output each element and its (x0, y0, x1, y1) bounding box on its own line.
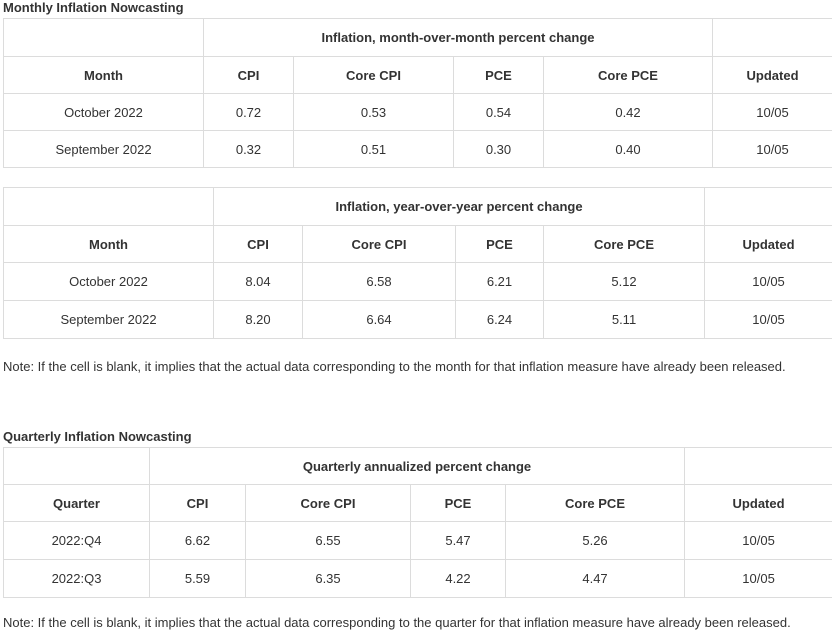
column-header: PCE (453, 56, 544, 94)
column-header: Core CPI (302, 225, 456, 263)
cell: 0.51 (293, 130, 454, 168)
data-row: September 2022 0.32 0.51 0.30 0.40 10/05 (3, 130, 832, 168)
cell: 8.20 (213, 300, 303, 339)
section-title: Quarterly Inflation Nowcasting (3, 429, 192, 444)
cell: 6.35 (245, 559, 411, 598)
data-table: Inflation, year-over-year percent change… (3, 187, 832, 339)
empty-cell (3, 18, 204, 57)
cell: 10/05 (704, 300, 832, 339)
cell: 6.58 (302, 262, 456, 301)
header-row: Month CPI Core CPI PCE Core PCE Updated (3, 56, 832, 94)
column-header: Updated (704, 225, 832, 263)
cell: 6.21 (455, 262, 544, 301)
header-row: Quarter CPI Core CPI PCE Core PCE Updated (3, 484, 832, 522)
cell: 5.47 (410, 521, 506, 560)
group-header: Quarterly annualized percent change (148, 447, 686, 485)
column-header: CPI (213, 225, 303, 263)
cell: 6.64 (302, 300, 456, 339)
cell: 10/05 (704, 262, 832, 301)
column-header: Core CPI (245, 484, 411, 522)
empty-cell (3, 187, 214, 226)
data-row: 2022:Q4 6.62 6.55 5.47 5.26 10/05 (3, 521, 832, 560)
cell: October 2022 (3, 93, 204, 131)
cell: September 2022 (3, 300, 214, 339)
cell: 10/05 (712, 93, 832, 131)
cell: 10/05 (684, 521, 832, 560)
column-header: PCE (455, 225, 544, 263)
note: Note: If the cell is blank, it implies t… (3, 359, 786, 374)
empty-cell (684, 447, 832, 485)
group-header: Inflation, year-over-year percent change (212, 187, 706, 226)
column-header: Core PCE (542, 225, 706, 263)
cell: 0.30 (453, 130, 544, 168)
data-table: Inflation, month-over-month percent chan… (3, 18, 832, 168)
data-row: October 2022 8.04 6.58 6.21 5.12 10/05 (3, 262, 832, 301)
empty-cell (3, 447, 150, 485)
cell: 6.62 (149, 521, 246, 560)
cell: 5.11 (542, 300, 706, 339)
empty-cell (704, 187, 832, 226)
cell: 4.22 (410, 559, 506, 598)
column-header: Month (3, 56, 204, 94)
cell: 10/05 (712, 130, 832, 168)
column-header: Core CPI (293, 56, 454, 94)
cell: 0.53 (293, 93, 454, 131)
header-row: Month CPI Core CPI PCE Core PCE Updated (3, 225, 832, 263)
column-header: Core PCE (504, 484, 686, 522)
cell: 6.24 (455, 300, 544, 339)
group-header-row: Quarterly annualized percent change (3, 447, 832, 485)
section-title: Monthly Inflation Nowcasting (3, 0, 184, 15)
column-header: Core PCE (542, 56, 714, 94)
note: Note: If the cell is blank, it implies t… (3, 615, 791, 630)
cell: 0.32 (203, 130, 294, 168)
cell: 0.42 (542, 93, 714, 131)
cell: 10/05 (684, 559, 832, 598)
cell: 5.12 (542, 262, 706, 301)
data-row: October 2022 0.72 0.53 0.54 0.42 10/05 (3, 93, 832, 131)
data-row: September 2022 8.20 6.64 6.24 5.11 10/05 (3, 300, 832, 339)
column-header: Updated (712, 56, 832, 94)
cell: 5.26 (504, 521, 686, 560)
cell: 6.55 (245, 521, 411, 560)
column-header: PCE (410, 484, 506, 522)
cell: 0.72 (203, 93, 294, 131)
cell: September 2022 (3, 130, 204, 168)
cell: 0.54 (453, 93, 544, 131)
column-header: Quarter (3, 484, 150, 522)
column-header: CPI (203, 56, 294, 94)
cell: 2022:Q4 (3, 521, 150, 560)
cell: 5.59 (149, 559, 246, 598)
data-table: Quarterly annualized percent change Quart… (3, 447, 832, 598)
empty-cell (712, 18, 832, 57)
cell: 8.04 (213, 262, 303, 301)
group-header: Inflation, month-over-month percent chan… (202, 18, 714, 57)
column-header: CPI (149, 484, 246, 522)
column-header: Month (3, 225, 214, 263)
group-header-row: Inflation, year-over-year percent change (3, 187, 832, 226)
column-header: Updated (684, 484, 832, 522)
cell: 0.40 (542, 130, 714, 168)
data-row: 2022:Q3 5.59 6.35 4.22 4.47 10/05 (3, 559, 832, 598)
cell: October 2022 (3, 262, 214, 301)
group-header-row: Inflation, month-over-month percent chan… (3, 18, 832, 57)
cell: 4.47 (504, 559, 686, 598)
cell: 2022:Q3 (3, 559, 150, 598)
